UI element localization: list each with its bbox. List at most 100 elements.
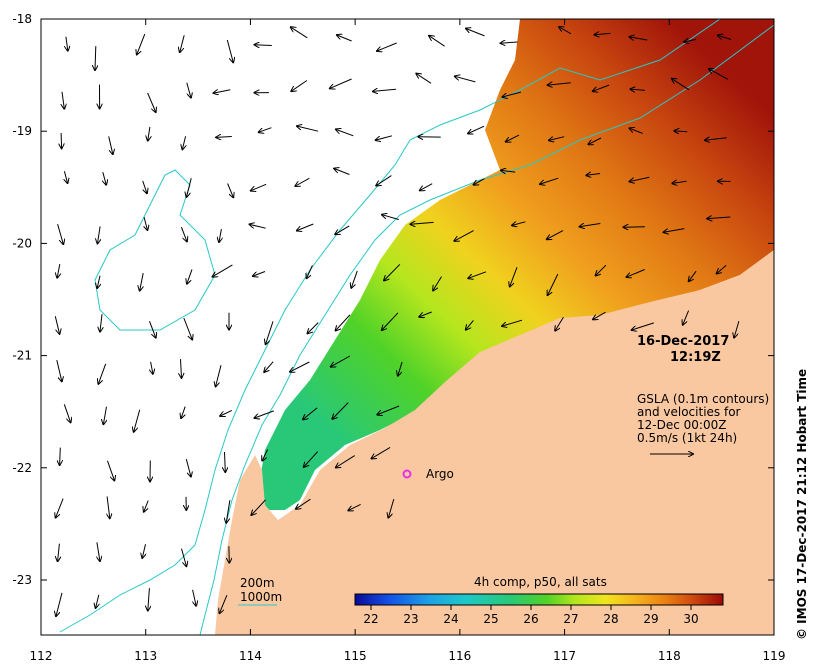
- velocity-arrow: [148, 126, 150, 141]
- velocity-arrow: [348, 503, 361, 510]
- velocity-arrow: [351, 270, 358, 288]
- velocity-arrow: [377, 42, 397, 51]
- velocity-arrow: [103, 406, 106, 425]
- velocity-arrow: [307, 265, 313, 279]
- velocity-arrow: [290, 361, 310, 372]
- velocity-arrow: [468, 271, 487, 279]
- velocity-arrow: [147, 92, 156, 112]
- velocity-arrow: [630, 176, 650, 181]
- velocity-arrow: [220, 409, 233, 416]
- velocity-arrow: [259, 127, 272, 133]
- velocity-arrow: [57, 264, 60, 278]
- y-tick-label: -23: [12, 573, 32, 587]
- velocity-arrow: [220, 595, 228, 613]
- y-tick-label: -20: [12, 236, 32, 250]
- credit-text: © IMOS 17-Dec-2017 21:12 Hobart Time: [795, 369, 809, 640]
- velocity-arrow: [180, 226, 187, 241]
- velocity-arrow: [588, 137, 602, 144]
- colorbar-tick-label: 28: [603, 612, 618, 626]
- velocity-arrow: [291, 27, 308, 39]
- colorbar-tick-label: 29: [643, 612, 658, 626]
- x-tick-label: 114: [239, 649, 262, 663]
- velocity-arrow: [144, 217, 147, 230]
- velocity-arrow: [226, 500, 231, 523]
- velocity-arrow: [185, 458, 191, 476]
- velocity-arrow: [186, 82, 191, 98]
- velocity-arrows: [55, 27, 740, 616]
- velocity-arrow: [142, 180, 147, 193]
- velocity-arrow: [97, 542, 100, 561]
- velocity-arrow: [95, 46, 96, 70]
- velocity-arrow: [96, 594, 99, 608]
- velocity-arrow: [549, 136, 565, 141]
- velocity-arrow: [672, 79, 690, 91]
- velocity-arrow: [187, 269, 193, 283]
- velocity-arrow: [388, 498, 395, 517]
- velocity-arrow: [303, 407, 318, 420]
- land: [215, 250, 774, 635]
- velocity-arrow: [253, 271, 266, 277]
- velocity-arrow: [66, 36, 68, 51]
- colorbar-tick-label: 23: [403, 612, 418, 626]
- velocity-arrow: [502, 91, 522, 97]
- x-tick-label: 112: [30, 649, 53, 663]
- velocity-arrow: [455, 76, 476, 83]
- colorbar-tick-label: 27: [563, 612, 578, 626]
- velocity-arrow: [227, 183, 234, 198]
- velocity-arrow: [664, 228, 685, 233]
- velocity-arrow: [684, 39, 697, 42]
- colorbar-tick-label: 25: [483, 612, 498, 626]
- velocity-arrow: [266, 321, 274, 344]
- velocity-arrow: [580, 224, 601, 227]
- velocity-arrow: [689, 270, 697, 281]
- velocity-arrow: [183, 317, 192, 339]
- velocity-arrow: [57, 223, 64, 244]
- velocity-arrow: [382, 312, 399, 330]
- velocity-arrow: [148, 588, 150, 610]
- velocity-arrow: [213, 264, 233, 277]
- velocity-arrow: [627, 269, 645, 278]
- velocity-arrow: [510, 267, 518, 286]
- velocity-arrow: [295, 177, 310, 186]
- velocity-arrow: [98, 363, 107, 384]
- velocity-arrow: [595, 33, 611, 34]
- y-tick-label: -18: [12, 12, 32, 26]
- velocity-arrow: [214, 90, 231, 93]
- velocity-arrow: [308, 322, 319, 334]
- velocity-arrow: [376, 135, 393, 140]
- velocity-arrow: [193, 589, 197, 606]
- velocity-arrow: [586, 174, 601, 176]
- velocity-arrow: [181, 406, 186, 419]
- velocity-arrow: [336, 314, 351, 331]
- colorbar-tick-label: 22: [363, 612, 378, 626]
- velocity-arrow: [718, 35, 732, 40]
- colorbar-tick-label: 24: [443, 612, 458, 626]
- velocity-arrow: [107, 460, 115, 481]
- velocity-arrow: [107, 496, 110, 519]
- velocity-arrow: [62, 91, 64, 109]
- velocity-arrow: [454, 230, 474, 241]
- velocity-arrow: [416, 74, 432, 84]
- velocity-arrow: [60, 447, 61, 465]
- velocity-arrow: [255, 410, 274, 418]
- velocity-arrow: [216, 137, 232, 138]
- velocity-arrow: [103, 171, 106, 185]
- velocity-arrow: [216, 365, 222, 386]
- velocity-arrow: [56, 592, 63, 616]
- velocity-arrow: [555, 317, 564, 330]
- date-label: 16-Dec-2017: [637, 334, 729, 349]
- velocity-arrow: [337, 35, 352, 42]
- x-tick-label: 115: [344, 649, 367, 663]
- y-tick-label: -22: [12, 461, 32, 475]
- velocity-arrow: [506, 134, 520, 142]
- colorbar-title: 4h comp, p50, all sats: [474, 575, 607, 589]
- velocity-arrow: [336, 455, 355, 468]
- velocity-arrow: [296, 498, 311, 509]
- velocity-arrow: [466, 29, 485, 37]
- velocity-arrow: [630, 37, 648, 40]
- velocity-arrow: [144, 500, 149, 512]
- velocity-arrow: [593, 84, 610, 91]
- colorbar: [354, 593, 724, 606]
- time-label: 12:19Z: [670, 350, 721, 365]
- velocity-arrow: [255, 45, 272, 46]
